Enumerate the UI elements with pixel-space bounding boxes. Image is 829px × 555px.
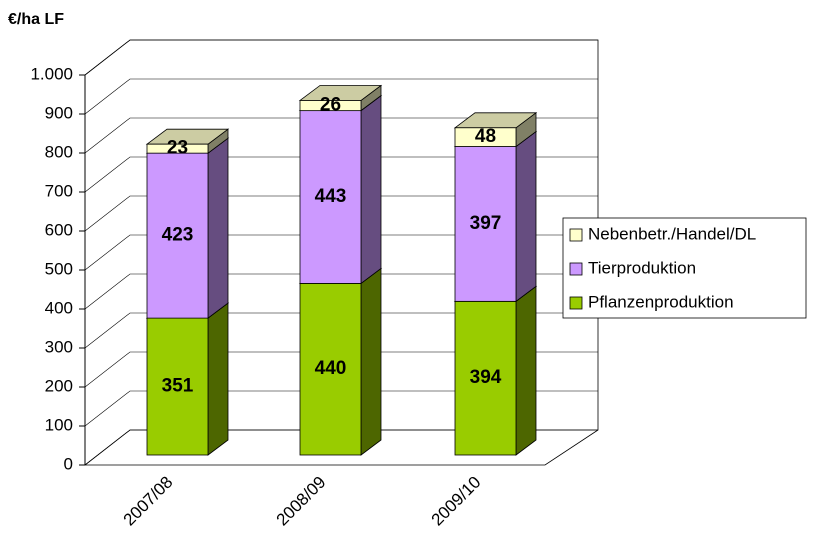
value-label: 440: [315, 358, 347, 379]
bar-side: [360, 267, 382, 456]
y-tick-label: 300: [45, 337, 73, 356]
bar-segment: [145, 128, 230, 154]
value-label: 48: [475, 126, 496, 147]
bar-front: [146, 152, 209, 319]
legend-box: [562, 217, 807, 319]
value-label: 397: [470, 213, 502, 234]
grid-line: [84, 195, 598, 232]
y-tick-label: 500: [45, 259, 73, 278]
value-label: 351: [162, 376, 194, 397]
grid-line: [84, 234, 598, 271]
y-tick-label: 400: [45, 298, 73, 317]
legend: Nebenbetr./Handel/DL Tierproduktion Pflanz…: [562, 217, 807, 319]
grid-line: [84, 117, 598, 154]
bar-front: [146, 143, 209, 154]
y-tick-label: 700: [45, 181, 73, 200]
bar-segment: [453, 285, 538, 456]
y-tick-label: 900: [45, 103, 73, 122]
bar-segment: [453, 111, 538, 148]
grid-line: [84, 273, 598, 310]
y-tick-label: 1.000: [30, 64, 73, 83]
bar-segment: [298, 94, 383, 285]
bar-side: [515, 130, 537, 303]
legend-label: Pflanzenproduktion: [588, 292, 734, 311]
legend-label: Nebenbetr./Handel/DL: [588, 224, 756, 243]
grid-line: [84, 156, 598, 193]
value-label: 23: [167, 138, 188, 159]
y-tick-label: 600: [45, 220, 73, 239]
y-tick-label: 800: [45, 142, 73, 161]
grid-line: [84, 312, 598, 349]
value-label: 394: [470, 367, 502, 388]
bar-front: [299, 110, 362, 284]
value-label: 26: [320, 95, 341, 116]
grid-line: [84, 39, 598, 76]
y-tick-label: 200: [45, 376, 73, 395]
bar-side: [515, 285, 537, 456]
bar-front: [146, 317, 209, 456]
bar-side: [360, 94, 382, 285]
bar-side: [207, 302, 229, 456]
value-label: 423: [162, 225, 194, 246]
y-tick-label: 100: [45, 415, 73, 434]
value-label: 443: [315, 186, 347, 207]
grid-line: [84, 78, 598, 115]
bar-front: [299, 100, 362, 112]
bar-front: [454, 300, 517, 456]
chart-title: €/ha LF: [8, 11, 64, 28]
bar-segment: [298, 84, 383, 112]
legend-swatch: [569, 296, 583, 310]
grid-line: [84, 429, 598, 466]
x-tick-label: 2009/10: [428, 473, 485, 530]
bar-front: [299, 282, 362, 456]
legend-label: Tierproduktion: [588, 258, 696, 277]
y-tick-label: 0: [64, 454, 73, 473]
legend-swatch: [569, 262, 583, 276]
bar-front: [454, 146, 517, 302]
x-tick-label: 2007/08: [120, 473, 177, 530]
bar-front: [454, 127, 517, 147]
grid-line: [84, 351, 598, 388]
bar-side: [207, 137, 229, 319]
legend-swatch: [569, 228, 583, 242]
bar-segment: [145, 302, 230, 456]
x-tick-label: 2008/09: [273, 473, 330, 530]
grid-line: [84, 390, 598, 427]
